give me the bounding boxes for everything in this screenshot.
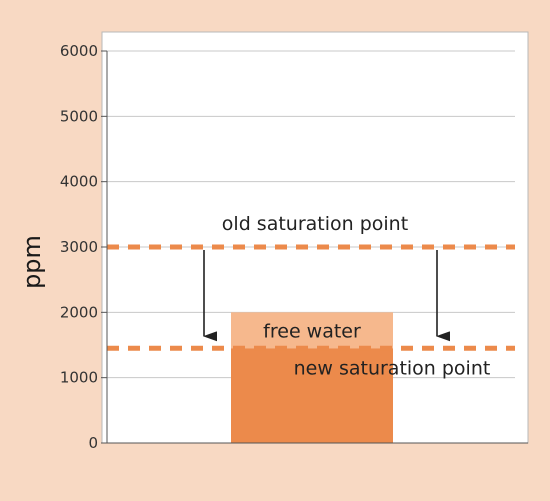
y-tick-label-2000: 2000 — [60, 303, 98, 321]
y-tick-label-0: 0 — [88, 434, 98, 452]
bar-group — [231, 312, 393, 443]
y-tick-label-5000: 5000 — [60, 107, 98, 125]
y-axis: 0 1000 2000 3000 4000 5000 6000 — [60, 42, 528, 452]
y-tick-label-3000: 3000 — [60, 238, 98, 256]
y-axis-label: ppm — [18, 235, 46, 289]
free-water-label: free water — [263, 320, 361, 342]
y-tick-label-6000: 6000 — [60, 42, 98, 60]
annotations: free water old saturation point new satu… — [222, 213, 491, 379]
y-tick-label-4000: 4000 — [60, 173, 98, 191]
old-saturation-label: old saturation point — [222, 213, 408, 235]
y-tick-label-1000: 1000 — [60, 369, 98, 387]
reference-lines — [107, 244, 515, 351]
new-saturation-label: new saturation point — [294, 357, 491, 379]
bar-free-water-segment — [231, 312, 393, 349]
bar-dissolved-segment — [231, 348, 393, 443]
arrows — [203, 250, 450, 342]
